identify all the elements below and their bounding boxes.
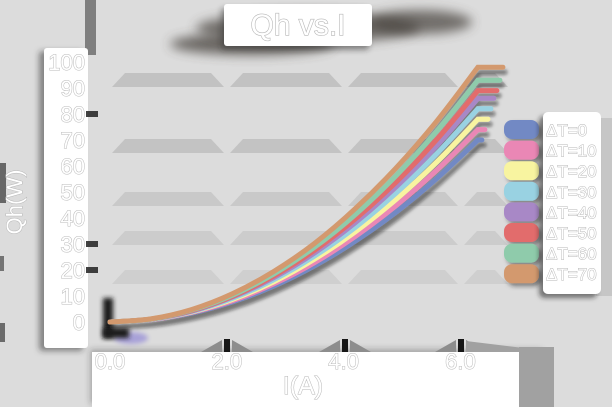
gridline-band bbox=[112, 139, 224, 153]
y-tick-label: 60 bbox=[61, 154, 85, 179]
legend-swatch-5 bbox=[504, 223, 539, 242]
legend-label-5: ΔT=50 bbox=[546, 224, 597, 243]
legend-swatches bbox=[504, 120, 539, 284]
x-tick-label: 6.0 bbox=[445, 349, 476, 374]
gridline-band bbox=[112, 231, 224, 245]
y-tick-label: 40 bbox=[61, 206, 85, 231]
legend-swatch-6 bbox=[504, 243, 539, 263]
series-line-7 bbox=[107, 64, 506, 325]
edge-shadow-dash bbox=[0, 256, 4, 271]
legend-swatch-7 bbox=[504, 264, 539, 284]
legend-label-7: ΔT=70 bbox=[546, 265, 597, 284]
gridline-band bbox=[230, 73, 342, 87]
x-tick-label: 4.0 bbox=[328, 349, 359, 374]
gridline-band bbox=[464, 192, 508, 206]
y-tick-label: 90 bbox=[61, 76, 85, 101]
edge-shadow-dash bbox=[0, 163, 6, 203]
x-axis-label: I(A) bbox=[283, 372, 323, 400]
y-tick-label: 30 bbox=[61, 232, 85, 257]
origin-shadow bbox=[103, 298, 113, 338]
gridline-bands bbox=[112, 73, 508, 284]
legend-swatch-4 bbox=[504, 202, 539, 222]
gridline-band bbox=[230, 192, 342, 206]
edge-shadow-dash bbox=[0, 323, 5, 342]
tick-shadow-mound bbox=[201, 340, 222, 352]
origin-shadow bbox=[103, 328, 129, 338]
legend-label-1: ΔT=10 bbox=[546, 142, 597, 161]
y-tick-label: 10 bbox=[61, 284, 85, 309]
gridline-band bbox=[464, 231, 508, 245]
axis-shadow-column bbox=[85, 0, 96, 55]
gridline-band bbox=[112, 270, 224, 284]
x-tick-labels: 0.0 2.0 4.0 6.0 bbox=[94, 349, 476, 375]
legend-label-0: ΔT=0 bbox=[546, 121, 587, 140]
tick-shadow-slit bbox=[458, 339, 464, 352]
y-tick-label: 100 bbox=[48, 50, 85, 75]
series-lines bbox=[107, 64, 506, 325]
y-tick-label: 20 bbox=[61, 258, 85, 283]
legend-label-2: ΔT=20 bbox=[546, 162, 597, 181]
legend-swatch-0 bbox=[504, 120, 539, 139]
tick-shadow-mound bbox=[319, 340, 340, 352]
chart-title: Qh vs.I bbox=[250, 9, 345, 42]
y-axis-label: Qh(W) bbox=[2, 170, 27, 235]
y-tick-label: 50 bbox=[61, 180, 85, 205]
tick-shadow-slit bbox=[224, 339, 230, 352]
y-tick-shadow bbox=[86, 241, 98, 247]
tick-shadow-slit bbox=[342, 339, 348, 352]
gridline-band bbox=[464, 270, 508, 284]
y-tick-label: 80 bbox=[61, 102, 85, 127]
tick-shadow-mound bbox=[435, 340, 456, 352]
x-tick-label: 2.0 bbox=[212, 349, 243, 374]
x-tick-label: 0.0 bbox=[95, 349, 126, 374]
legend-swatch-2 bbox=[504, 161, 539, 181]
y-tick-label: 0 bbox=[73, 310, 85, 335]
legend-label-4: ΔT=40 bbox=[546, 203, 597, 222]
x-axis-label-strip bbox=[92, 352, 544, 407]
tick-shadow-mound bbox=[350, 340, 371, 352]
y-tick-shadow bbox=[86, 111, 98, 117]
legend-box bbox=[543, 112, 601, 294]
gridline-band bbox=[230, 139, 342, 153]
y-tick-label: 70 bbox=[61, 128, 85, 153]
title-patch bbox=[224, 4, 372, 46]
y-axis-label-strip bbox=[44, 48, 88, 348]
legend-shadow-column bbox=[519, 347, 554, 407]
gridline-band bbox=[348, 73, 458, 87]
gridline-band bbox=[348, 270, 458, 284]
gridline-band bbox=[348, 231, 458, 245]
y-tick-shadow bbox=[86, 267, 98, 273]
tick-shadow-mound bbox=[232, 340, 253, 352]
title-shadow bbox=[368, 10, 472, 34]
gridline-band bbox=[112, 73, 224, 87]
legend-swatch-3 bbox=[504, 181, 539, 201]
legend-label-6: ΔT=60 bbox=[546, 245, 597, 264]
legend-swatch-1 bbox=[504, 140, 539, 160]
legend-label-3: ΔT=30 bbox=[546, 183, 597, 202]
gridline-band bbox=[112, 192, 224, 206]
